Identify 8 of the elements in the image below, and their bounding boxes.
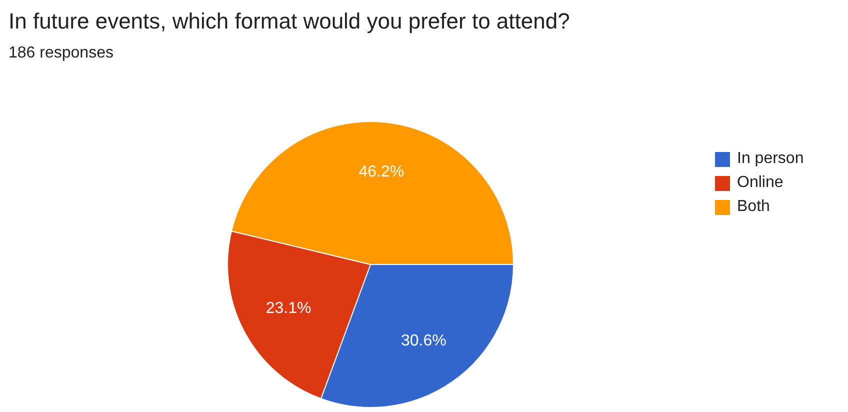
data-label: 23.1%	[266, 300, 312, 317]
chart-title: In future events, which format would you prefer to attend?	[8, 8, 570, 34]
data-label: 30.6%	[400, 332, 446, 350]
text: 186 responses	[8, 44, 114, 62]
legend-label: In person	[737, 150, 804, 168]
data-label: 46.2%	[358, 164, 404, 181]
legend-label: Both	[737, 198, 770, 216]
legend-label: Online	[737, 174, 784, 192]
